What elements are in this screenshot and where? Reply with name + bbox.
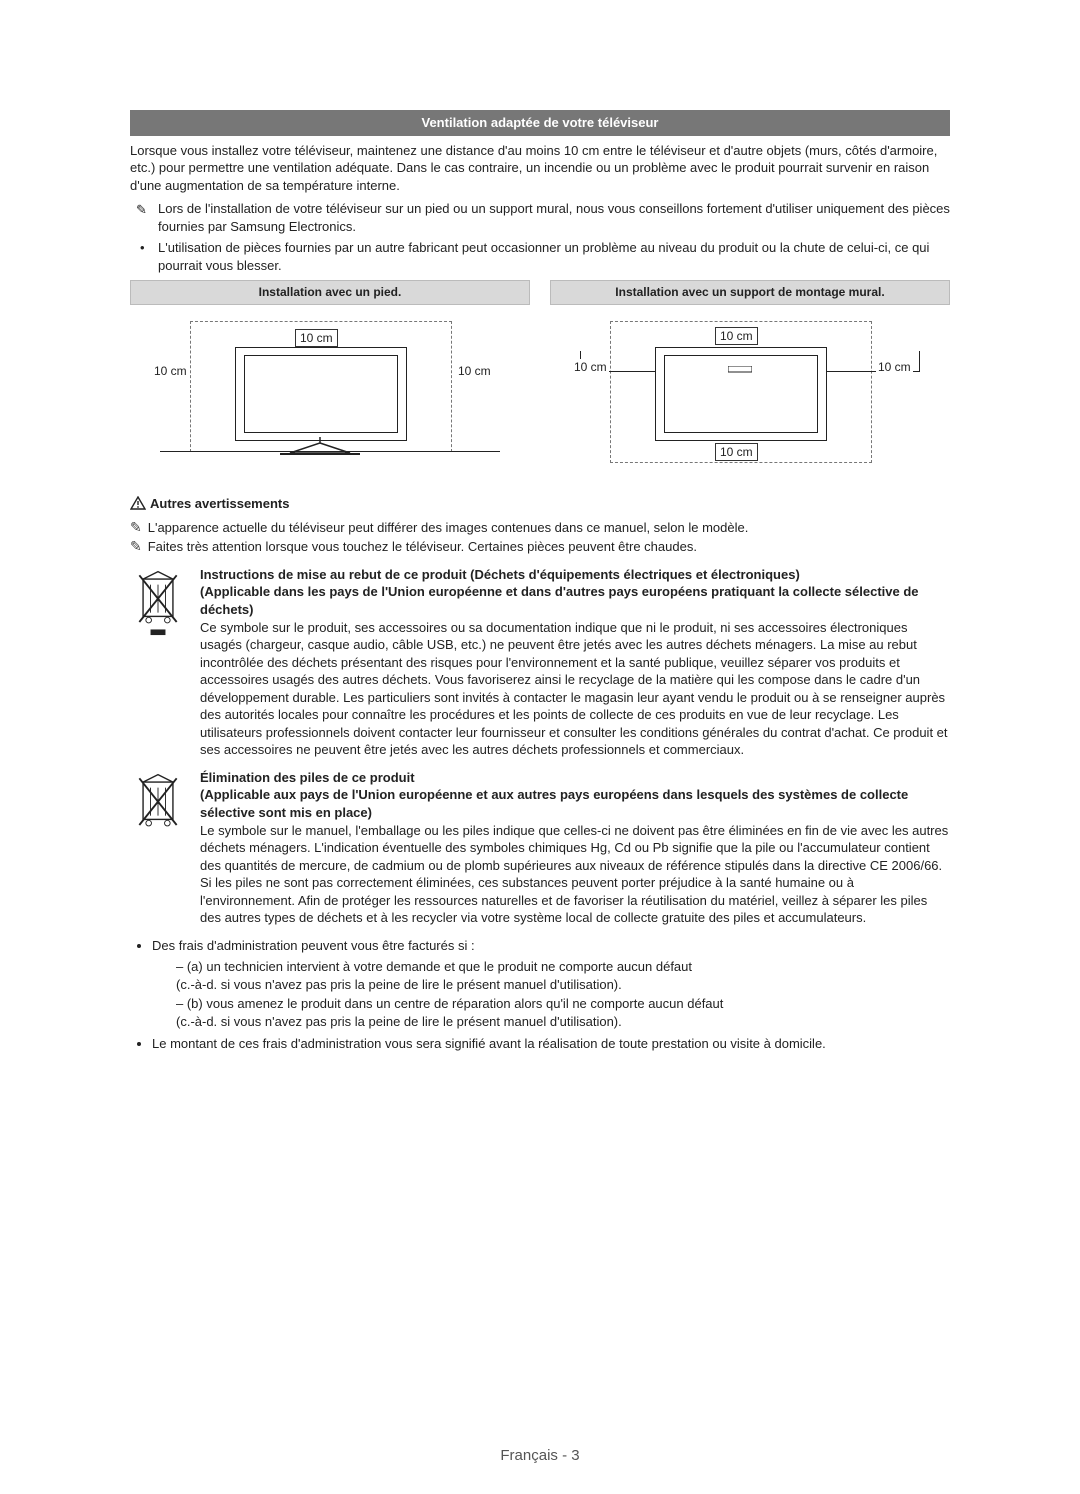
warning-line: L'apparence actuelle du téléviseur peut … [130, 518, 950, 537]
weee-subtitle: (Applicable dans les pays de l'Union eur… [200, 583, 950, 618]
admin-intro: Des frais d'administration peuvent vous … [152, 937, 950, 1031]
battery-title: Élimination des piles de ce produit [200, 769, 950, 787]
warnings-title: Autres avertissements [150, 496, 289, 511]
figure-stand-drawing: 10 cm 10 cm 10 cm [130, 311, 530, 481]
figure-wall-drawing: 10 cm 10 cm 10 cm 10 cm [550, 311, 950, 481]
warning-icon [130, 496, 146, 515]
label-left: 10 cm [572, 359, 609, 375]
tv-stand-icon [270, 437, 370, 455]
admin-item: (b) vous amenez le produit dans un centr… [176, 995, 950, 1030]
admin-item: (a) un technicien intervient à votre dem… [176, 958, 950, 993]
manual-page: Ventilation adaptée de votre téléviseur … [0, 0, 1080, 1494]
figure-wall: Installation avec un support de montage … [550, 280, 950, 480]
battery-bin-icon [130, 769, 186, 834]
battery-subtitle: (Applicable aux pays de l'Union européen… [200, 786, 950, 821]
warnings-heading: Autres avertissements [130, 495, 950, 515]
note-item: ✎Lors de l'installation de votre télévis… [130, 200, 950, 235]
weee-title: Instructions de mise au rebut de ce prod… [200, 566, 950, 584]
label-bottom: 10 cm [715, 443, 758, 461]
battery-body: Le symbole sur le manuel, l'emballage ou… [200, 822, 950, 927]
admin-outro: Le montant de ces frais d'administration… [152, 1035, 950, 1053]
weee-body: Ce symbole sur le produit, ses accessoir… [200, 619, 950, 759]
battery-block: Élimination des piles de ce produit (App… [130, 769, 950, 927]
weee-bin-icon [130, 566, 186, 641]
note-text: Lors de l'installation de votre télévise… [158, 201, 950, 234]
admin-fees-list: Des frais d'administration peuvent vous … [130, 937, 950, 1052]
label-right: 10 cm [876, 359, 913, 375]
intro-paragraph: Lorsque vous installez votre téléviseur,… [130, 142, 950, 195]
weee-block: Instructions de mise au rebut de ce prod… [130, 566, 950, 759]
page-footer: Français - 3 [0, 1446, 1080, 1466]
section-title: Ventilation adaptée de votre téléviseur [130, 110, 950, 136]
wall-bracket-icon [728, 366, 752, 376]
note-item: L'utilisation de pièces fournies par un … [130, 239, 950, 274]
label-right: 10 cm [456, 363, 493, 379]
figure-stand: Installation avec un pied. 10 cm 10 cm 1… [130, 280, 530, 480]
label-top: 10 cm [715, 327, 758, 345]
figures-row: Installation avec un pied. 10 cm 10 cm 1… [130, 280, 950, 480]
label-left: 10 cm [152, 363, 189, 379]
warning-line: Faites très attention lorsque vous touch… [130, 537, 950, 556]
note-text: L'utilisation de pièces fournies par un … [158, 240, 929, 273]
figure-wall-header: Installation avec un support de montage … [550, 280, 950, 304]
install-notes: ✎Lors de l'installation de votre télévis… [130, 200, 950, 274]
figure-stand-header: Installation avec un pied. [130, 280, 530, 304]
label-top: 10 cm [295, 329, 338, 347]
